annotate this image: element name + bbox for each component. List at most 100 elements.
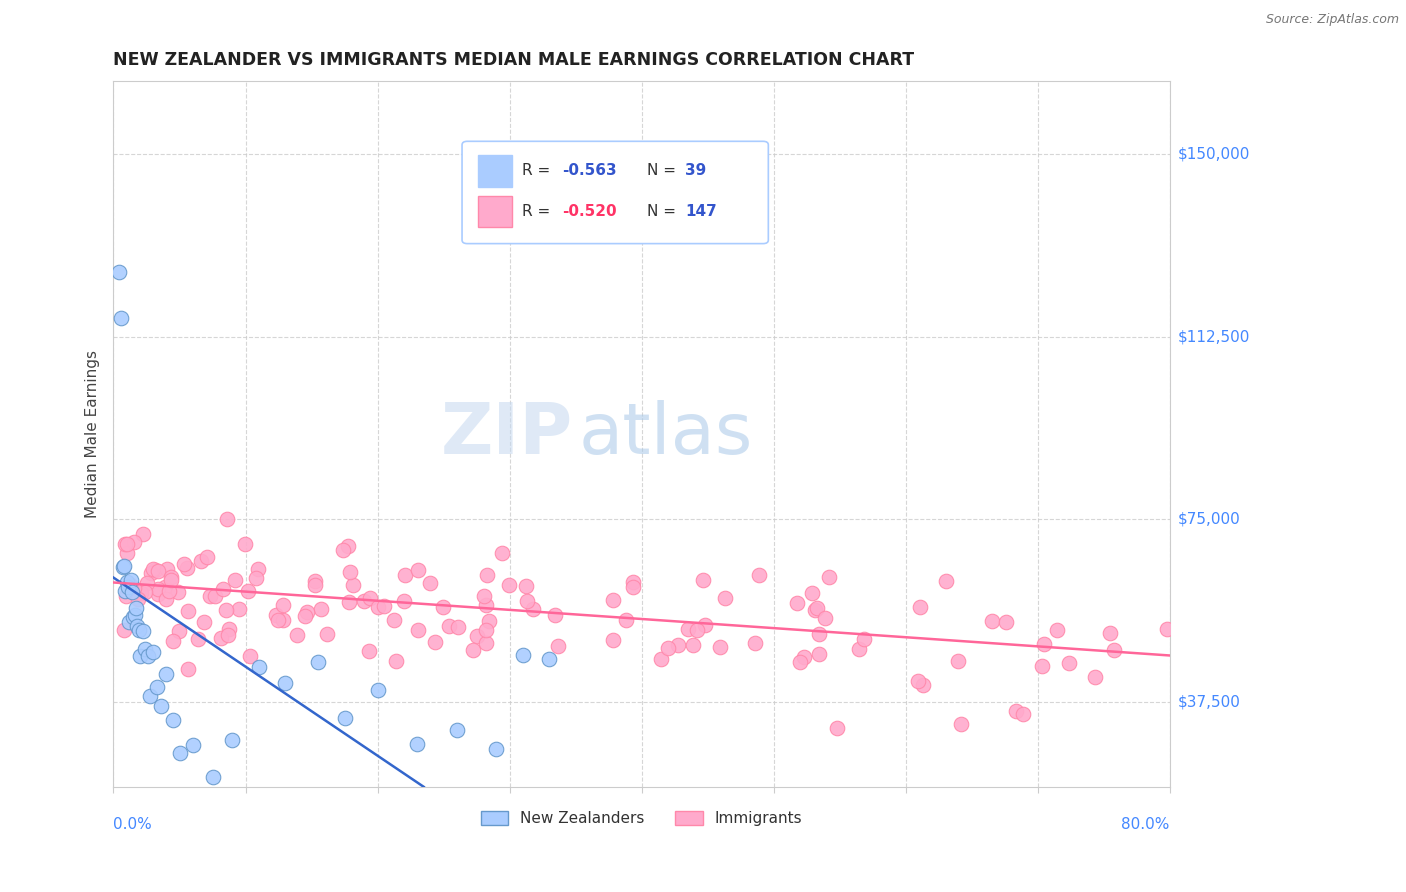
- Point: [173, 557, 195, 571]
- Point: [666, 638, 689, 652]
- Point: [134, 585, 156, 599]
- Point: [112, 623, 135, 637]
- Point: [353, 593, 375, 607]
- Point: [190, 553, 212, 567]
- Point: [384, 654, 406, 668]
- Point: [209, 631, 232, 645]
- Point: [491, 545, 513, 559]
- Point: [1102, 643, 1125, 657]
- Point: [122, 610, 145, 624]
- Point: [475, 636, 498, 650]
- Point: [406, 623, 429, 637]
- Point: [176, 561, 198, 575]
- Point: [167, 584, 190, 599]
- Point: [337, 595, 360, 609]
- Point: [621, 580, 644, 594]
- Point: [463, 642, 485, 657]
- Point: [337, 539, 360, 553]
- Point: [447, 619, 470, 633]
- Point: [201, 770, 224, 784]
- Point: [994, 615, 1017, 630]
- Point: [193, 615, 215, 629]
- Text: NEW ZEALANDER VS IMMIGRANTS MEDIAN MALE EARNINGS CORRELATION CHART: NEW ZEALANDER VS IMMIGRANTS MEDIAN MALE …: [114, 51, 915, 69]
- Point: [135, 575, 157, 590]
- Point: [602, 593, 624, 607]
- Point: [271, 598, 294, 612]
- Point: [274, 675, 297, 690]
- Point: [825, 722, 848, 736]
- Point: [160, 573, 183, 587]
- Point: [515, 579, 537, 593]
- Point: [806, 600, 828, 615]
- Point: [239, 649, 262, 664]
- Text: N =: N =: [647, 204, 681, 219]
- Point: [373, 599, 395, 613]
- Point: [236, 583, 259, 598]
- Point: [384, 613, 406, 627]
- Point: [285, 628, 308, 642]
- Point: [709, 640, 731, 655]
- Text: $75,000: $75,000: [1178, 512, 1240, 527]
- Point: [394, 567, 416, 582]
- Point: [522, 601, 544, 615]
- Point: [142, 562, 165, 576]
- Point: [122, 535, 145, 549]
- Point: [129, 585, 152, 599]
- Point: [686, 623, 709, 637]
- Point: [169, 746, 191, 760]
- Point: [498, 578, 520, 592]
- Point: [271, 614, 294, 628]
- Point: [793, 650, 815, 665]
- Point: [111, 560, 134, 574]
- Point: [406, 737, 429, 751]
- Point: [789, 655, 811, 669]
- Point: [155, 591, 177, 606]
- FancyBboxPatch shape: [478, 195, 512, 227]
- Point: [228, 602, 250, 616]
- Point: [309, 602, 332, 616]
- Point: [1033, 636, 1056, 650]
- Text: Source: ZipAtlas.com: Source: ZipAtlas.com: [1265, 13, 1399, 27]
- Point: [339, 566, 361, 580]
- Point: [1012, 706, 1035, 721]
- Point: [1156, 623, 1178, 637]
- Point: [848, 642, 870, 657]
- Point: [187, 632, 209, 647]
- Text: 80.0%: 80.0%: [1122, 817, 1170, 832]
- Point: [392, 594, 415, 608]
- Point: [129, 648, 152, 663]
- Text: $37,500: $37,500: [1178, 694, 1241, 709]
- Point: [475, 567, 498, 582]
- Point: [162, 713, 184, 727]
- Point: [912, 678, 935, 692]
- Point: [245, 571, 267, 585]
- Point: [304, 577, 326, 591]
- Point: [804, 603, 827, 617]
- Point: [142, 645, 165, 659]
- Point: [134, 641, 156, 656]
- Point: [115, 546, 138, 560]
- Point: [211, 582, 233, 596]
- Point: [114, 537, 136, 551]
- Point: [516, 594, 538, 608]
- Text: R =: R =: [522, 163, 555, 178]
- Point: [419, 575, 441, 590]
- Point: [538, 652, 561, 666]
- Point: [115, 537, 138, 551]
- Point: [1084, 670, 1107, 684]
- Point: [406, 562, 429, 576]
- Point: [946, 654, 969, 668]
- Point: [657, 641, 679, 656]
- Point: [155, 580, 177, 594]
- Point: [614, 613, 637, 627]
- Point: [115, 590, 138, 604]
- Point: [266, 613, 288, 627]
- Point: [204, 590, 226, 604]
- Point: [332, 543, 354, 558]
- Point: [547, 640, 569, 654]
- Point: [247, 660, 270, 674]
- Point: [800, 586, 823, 600]
- Point: [131, 624, 153, 639]
- Point: [121, 584, 143, 599]
- Text: N =: N =: [647, 163, 681, 178]
